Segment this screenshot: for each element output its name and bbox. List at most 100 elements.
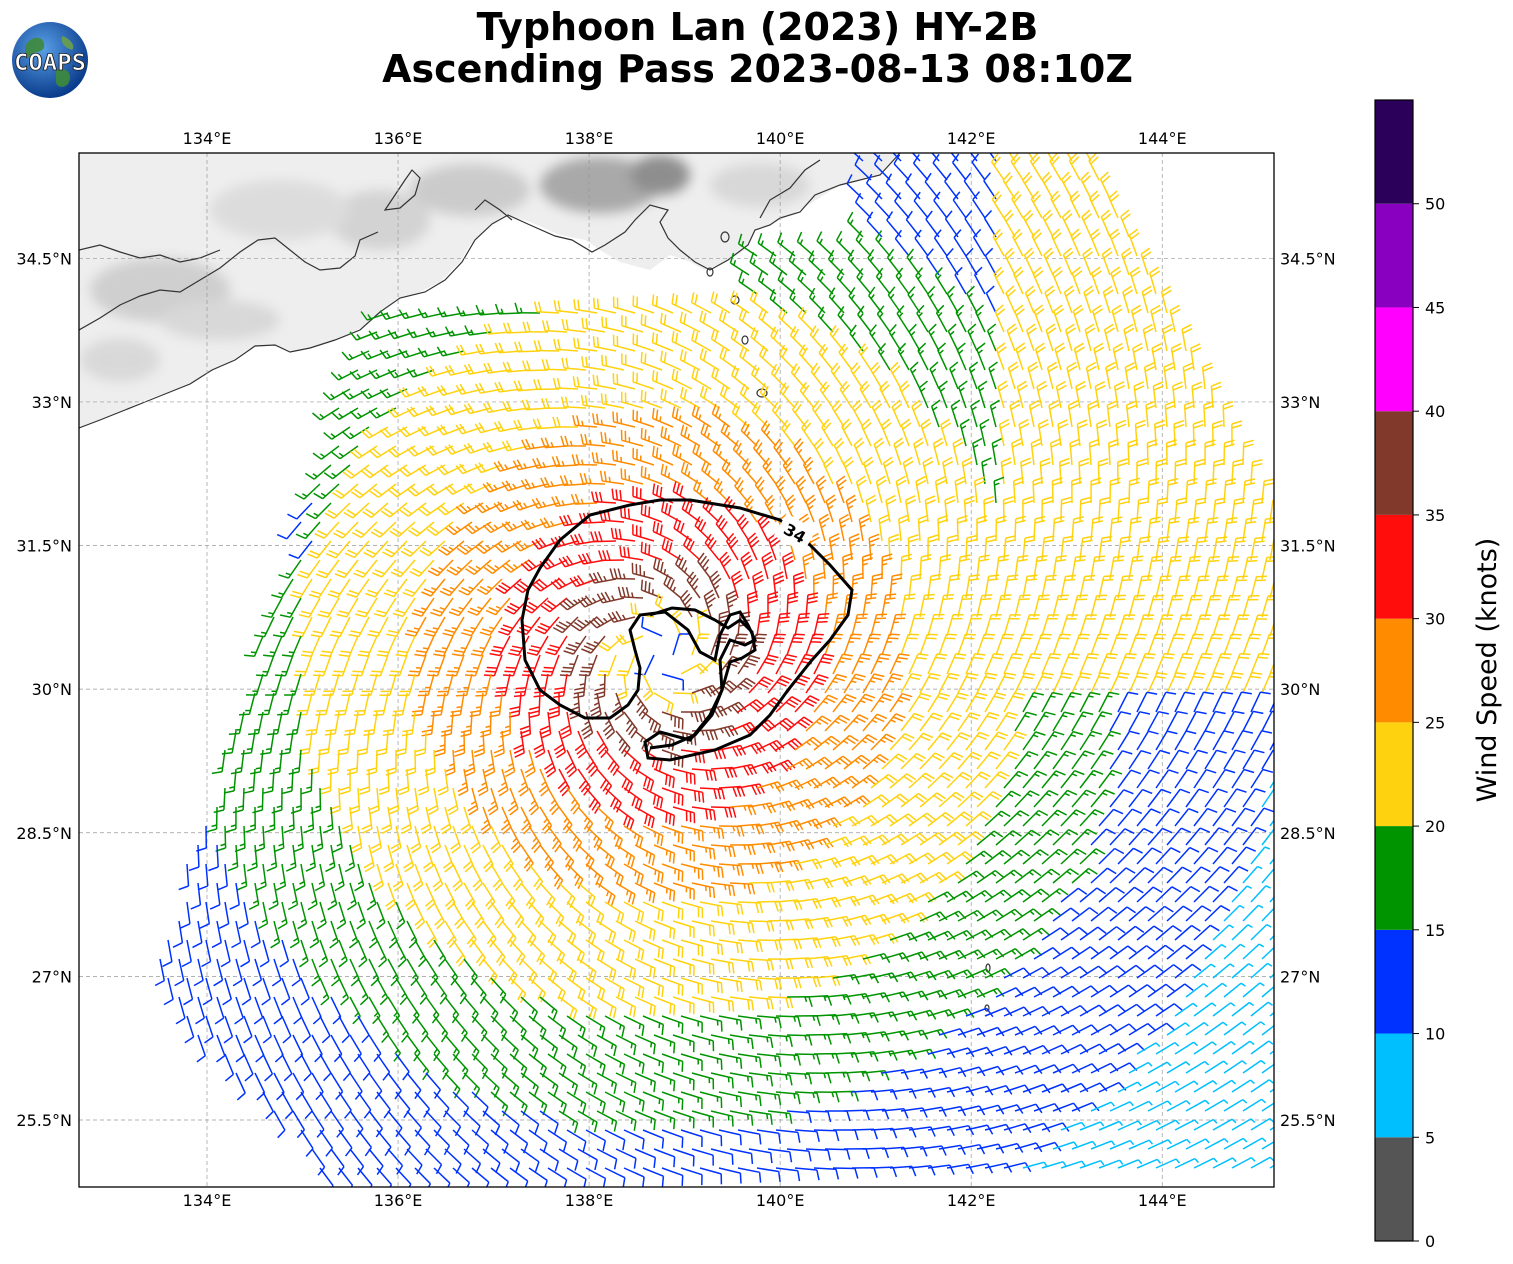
wind-barb: [1112, 342, 1124, 371]
wind-barb: [357, 1129, 373, 1157]
wind-barb: [434, 730, 446, 757]
wind-barb: [490, 939, 506, 967]
wind-barb: [402, 578, 427, 598]
colorbar-bin: [1375, 514, 1413, 619]
wind-barb: [1069, 190, 1081, 219]
wind-barb: [1182, 362, 1194, 390]
wind-barb: [1052, 907, 1080, 922]
wind-barb: [1250, 730, 1273, 751]
wind-barb: [244, 635, 264, 658]
wind-barb: [483, 654, 503, 677]
wind-barb: [609, 568, 636, 580]
wind-barb: [341, 388, 370, 400]
wind-barb: [485, 597, 511, 616]
wind-barb: [1060, 614, 1078, 637]
wind-barb: [699, 977, 723, 994]
wind-barb: [494, 673, 511, 697]
wind-barb: [1003, 692, 1026, 713]
wind-barb: [944, 495, 956, 523]
wind-barb: [1204, 672, 1225, 694]
wind-barb: [1261, 749, 1274, 770]
wind-barb: [1212, 846, 1238, 865]
wind-barb: [725, 532, 739, 561]
wind-barb: [538, 768, 550, 797]
wind-barb: [1041, 1160, 1067, 1169]
wind-barb: [873, 437, 885, 466]
wind-barb: [314, 521, 340, 539]
wind-barb: [482, 996, 499, 1023]
wind-barb: [361, 806, 373, 834]
wind-barb: [1250, 614, 1269, 637]
wind-barb: [1041, 848, 1068, 865]
wind-barb: [338, 1015, 351, 1044]
wind-barbs: [154, 153, 1274, 1187]
wind-barb: [767, 532, 781, 561]
wind-barb: [802, 552, 814, 580]
wind-barb: [938, 831, 966, 846]
wind-barb: [577, 958, 597, 982]
wind-barb: [1060, 809, 1086, 827]
wind-barb: [851, 572, 864, 599]
wind-barb: [946, 613, 964, 637]
wind-barb: [373, 597, 397, 618]
wind-barb: [206, 806, 218, 833]
wind-barb: [653, 882, 676, 902]
wind-barb: [1185, 1021, 1209, 1036]
wind-barb: [263, 635, 283, 658]
wind-barb: [1212, 1118, 1237, 1131]
wind-barb: [560, 396, 587, 409]
wind-barb: [767, 919, 795, 931]
wind-barb: [235, 1072, 246, 1101]
wind-barb: [729, 1072, 754, 1088]
wind-barb: [1212, 1079, 1237, 1093]
wind-barb: [642, 787, 664, 809]
wind-barb: [1005, 285, 1016, 314]
wind-barb: [1060, 926, 1088, 941]
map-area: 34: [79, 153, 1274, 1187]
wind-barb: [1185, 633, 1204, 656]
wind-barb: [1136, 575, 1153, 599]
wind-barb: [1090, 1140, 1116, 1150]
wind-barb: [315, 559, 340, 579]
wind-barb: [998, 418, 1010, 447]
wind-barb: [267, 711, 283, 736]
wind-barb: [231, 920, 242, 949]
wind-barb: [984, 849, 1012, 865]
wind-barb: [680, 749, 706, 764]
wind-barb: [344, 540, 370, 559]
wind-barb: [1261, 985, 1274, 998]
wind-barb: [1025, 323, 1037, 352]
wind-barb: [965, 1007, 994, 1018]
wind-barb: [1147, 477, 1160, 504]
wind-barb: [1033, 947, 1062, 960]
wind-barb: [578, 654, 598, 677]
wind-barb: [794, 1091, 821, 1104]
wind-barb: [932, 153, 948, 181]
wind-barb: [243, 1015, 253, 1044]
wind-barb: [855, 230, 872, 257]
wind-barb: [471, 939, 486, 967]
lat-tick-label-right: 33°N: [1280, 393, 1320, 412]
wind-barb: [357, 1015, 370, 1044]
wind-barb: [350, 445, 378, 459]
wind-barb: [307, 749, 321, 775]
wind-barb: [366, 882, 377, 911]
wind-barb: [1250, 1079, 1274, 1093]
wind-barb: [281, 1015, 292, 1044]
wind-barb: [691, 996, 715, 1014]
wind-barb: [541, 359, 568, 371]
wind-barb: [1166, 1061, 1191, 1074]
wind-barb: [737, 901, 764, 914]
wind-barb: [1109, 228, 1121, 257]
wind-barb: [773, 438, 788, 466]
wind-barb: [471, 863, 483, 892]
wind-barb: [634, 1072, 656, 1093]
wind-barb: [528, 692, 541, 719]
wind-barb: [390, 825, 402, 854]
wind-barb: [699, 825, 725, 840]
wind-barb: [1204, 478, 1217, 504]
wind-barb: [228, 711, 245, 736]
wind-barb: [927, 811, 955, 827]
wind-barb: [183, 977, 194, 1006]
wind-barb: [596, 1034, 617, 1057]
